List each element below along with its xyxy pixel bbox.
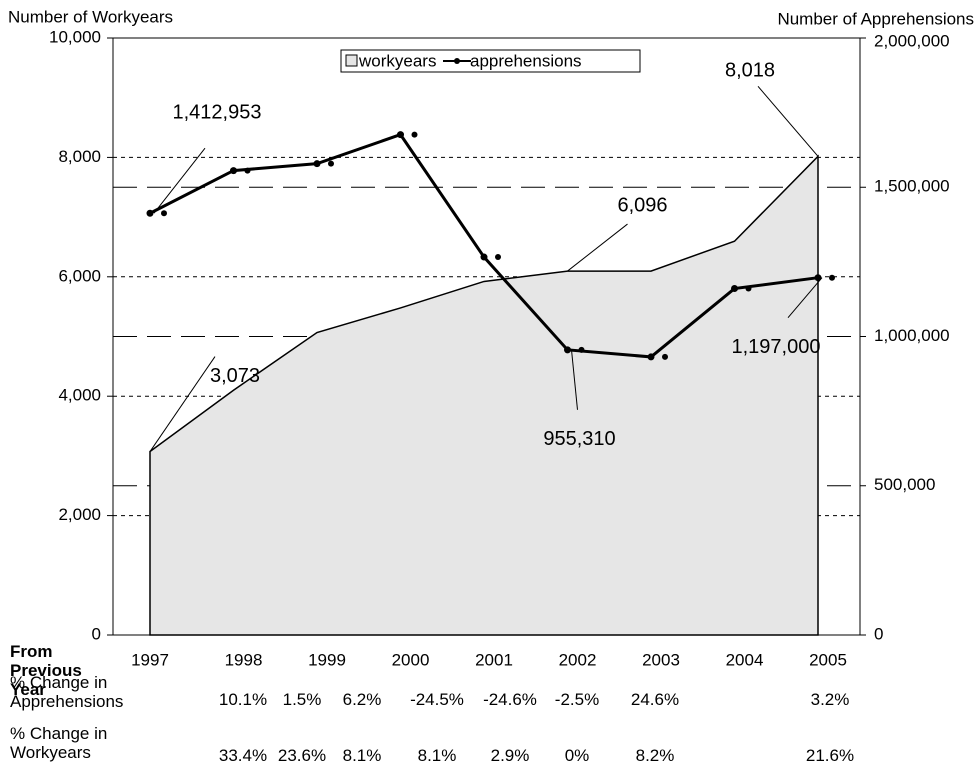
right-axis-title: Number of Apprehensions bbox=[777, 9, 974, 28]
y-tick-label: 8,000 bbox=[58, 147, 101, 166]
value-label: 1,197,000 bbox=[732, 336, 821, 358]
y2-tick-label: 2,000,000 bbox=[874, 31, 950, 50]
value-label: 1,412,953 bbox=[173, 102, 262, 124]
value-label: 8,018 bbox=[725, 60, 775, 82]
y2-tick-label: 500,000 bbox=[874, 475, 935, 494]
table-cell: 0% bbox=[564, 746, 590, 765]
apprehensions-dot bbox=[829, 274, 835, 281]
table-cell: -2.5% bbox=[554, 690, 600, 709]
table-cell: 24.6% bbox=[630, 690, 680, 709]
legend-swatch bbox=[345, 54, 358, 67]
apprehensions-dot bbox=[647, 353, 655, 361]
x-tick-label: 1997 bbox=[131, 650, 169, 669]
apprehensions-dot bbox=[731, 285, 738, 293]
y-tick-label: 2,000 bbox=[58, 505, 101, 524]
legend-box bbox=[340, 49, 641, 73]
apprehensions-dot bbox=[495, 254, 501, 261]
legend-dot bbox=[454, 58, 460, 64]
apprehensions-dot bbox=[328, 160, 334, 167]
table-cell: 6.2% bbox=[342, 690, 382, 709]
y2-tick-label: 1,500,000 bbox=[874, 177, 950, 196]
table-cell: 3.2% bbox=[810, 690, 850, 709]
table-cell: 1.5% bbox=[282, 690, 322, 709]
apprehensions-dot bbox=[411, 131, 418, 138]
y-tick-label: 4,000 bbox=[58, 386, 101, 405]
label-leader bbox=[149, 356, 216, 452]
apprehensions-dot bbox=[745, 285, 752, 292]
legend-label: apprehensions bbox=[470, 51, 582, 70]
apprehensions-dot bbox=[146, 209, 154, 217]
x-tick-label: 2002 bbox=[559, 650, 597, 669]
apprehensions-dot bbox=[662, 353, 668, 360]
y-tick-label: 10,000 bbox=[49, 27, 101, 46]
legend-label: workyears bbox=[358, 51, 436, 70]
x-tick-label: 1999 bbox=[308, 650, 346, 669]
apprehensions-dot bbox=[161, 210, 167, 217]
table-cell: 23.6% bbox=[277, 746, 327, 765]
apprehensions-dot bbox=[230, 167, 237, 175]
value-label: 955,310 bbox=[543, 428, 615, 450]
table-cell: 8.1% bbox=[342, 746, 382, 765]
y-tick-label: 0 bbox=[92, 624, 101, 643]
y2-tick-label: 1,000,000 bbox=[874, 326, 950, 345]
apprehensions-dot bbox=[397, 131, 404, 139]
row-label: % Change in Apprehensions bbox=[10, 673, 124, 711]
table-cell: -24.6% bbox=[483, 690, 537, 709]
table-cell: 10.1% bbox=[218, 690, 268, 709]
table-cell: 2.9% bbox=[490, 746, 530, 765]
apprehensions-dot bbox=[244, 167, 251, 174]
x-tick-label: 1998 bbox=[225, 650, 263, 669]
apprehensions-dot bbox=[313, 160, 321, 168]
x-tick-label: 2003 bbox=[642, 650, 680, 669]
apprehensions-dot bbox=[564, 346, 571, 354]
table-cell: 33.4% bbox=[218, 746, 268, 765]
left-axis-title: Number of Workyears bbox=[8, 7, 173, 26]
table-cell: 21.6% bbox=[805, 746, 855, 765]
table-header: From Previous Year bbox=[10, 642, 82, 699]
y2-tick-label: 0 bbox=[874, 624, 883, 643]
x-tick-label: 2001 bbox=[475, 650, 513, 669]
label-leader bbox=[787, 277, 823, 319]
y-tick-label: 6,000 bbox=[58, 266, 101, 285]
apprehensions-dot bbox=[578, 346, 585, 353]
label-leader bbox=[153, 147, 206, 214]
table-cell: -24.5% bbox=[410, 690, 464, 709]
table-cell: 8.2% bbox=[635, 746, 675, 765]
x-tick-label: 2000 bbox=[392, 650, 430, 669]
table-cell: 8.1% bbox=[417, 746, 457, 765]
x-tick-label: 2005 bbox=[809, 650, 847, 669]
value-label: 3,073 bbox=[210, 365, 260, 387]
apprehensions-dot bbox=[814, 274, 822, 282]
value-label: 6,096 bbox=[617, 194, 667, 216]
workyears-area bbox=[149, 154, 819, 636]
row-label: % Change in Workyears bbox=[10, 724, 108, 762]
label-leader bbox=[567, 223, 628, 272]
label-leader bbox=[571, 349, 578, 410]
label-leader bbox=[757, 86, 819, 157]
apprehensions-dot bbox=[480, 253, 488, 261]
x-tick-label: 2004 bbox=[726, 650, 764, 669]
